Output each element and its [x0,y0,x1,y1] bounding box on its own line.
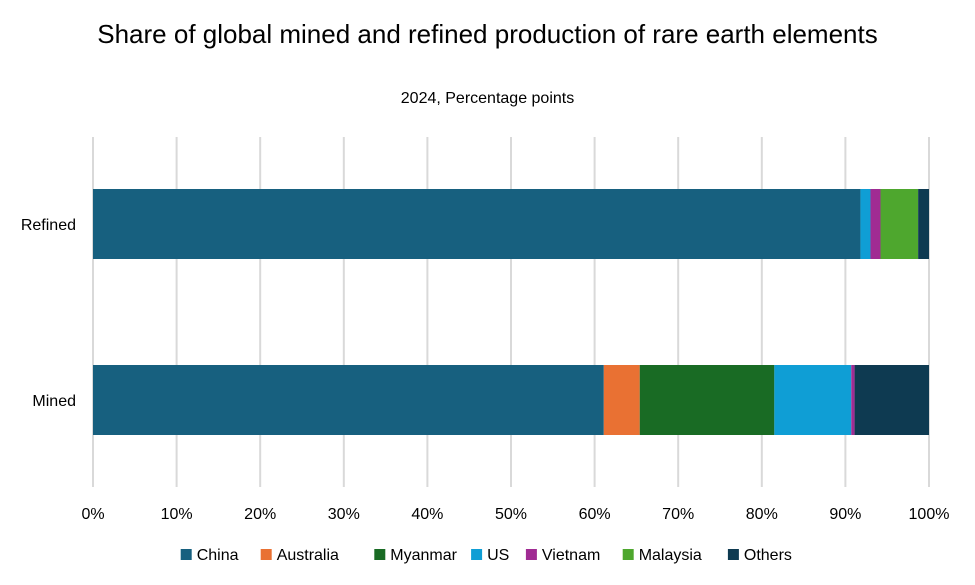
legend-swatch [180,549,192,560]
bar-refined-vietnam [870,189,881,259]
x-tick-label: 70% [662,506,694,523]
bar-refined-us [860,189,871,259]
bar-refined-malaysia [880,189,919,259]
legend-label: Malaysia [639,547,702,564]
bar-mined-china [93,365,604,435]
bar-mined-australia [603,365,640,435]
chart-title: Share of global mined and refined produc… [97,19,878,49]
legend-label: Vietnam [542,547,600,564]
bar-mined-myanmar [639,365,775,435]
x-tick-label: 100% [909,506,950,523]
x-tick-label: 60% [579,506,611,523]
x-tick-label: 50% [495,506,527,523]
legend-label: Myanmar [390,547,457,564]
legend-swatch [622,549,634,560]
x-tick-label: 10% [161,506,193,523]
bar-mined-us [774,365,852,435]
x-tick-label: 90% [829,506,861,523]
legend-swatch [374,549,386,560]
legend-label: Others [744,547,792,564]
bar-refined-china [93,189,861,259]
x-tick-label: 80% [746,506,778,523]
x-tick-label: 30% [328,506,360,523]
legend-swatch [260,549,272,560]
bar-refined-others [918,189,929,259]
legend-swatch [727,549,739,560]
legend-swatch [525,549,537,560]
legend-label: Australia [277,547,339,564]
category-label: Refined [21,217,76,234]
legend-swatch [471,549,483,560]
x-tick-label: 40% [411,506,443,523]
category-label: Mined [32,393,76,410]
x-tick-label: 20% [244,506,276,523]
x-tick-label: 0% [81,506,104,523]
legend-label: US [487,547,509,564]
legend-label: China [197,547,239,564]
bar-mined-others [854,365,929,435]
bar-mined-vietnam [851,365,855,435]
chart-subtitle: 2024, Percentage points [400,90,575,107]
